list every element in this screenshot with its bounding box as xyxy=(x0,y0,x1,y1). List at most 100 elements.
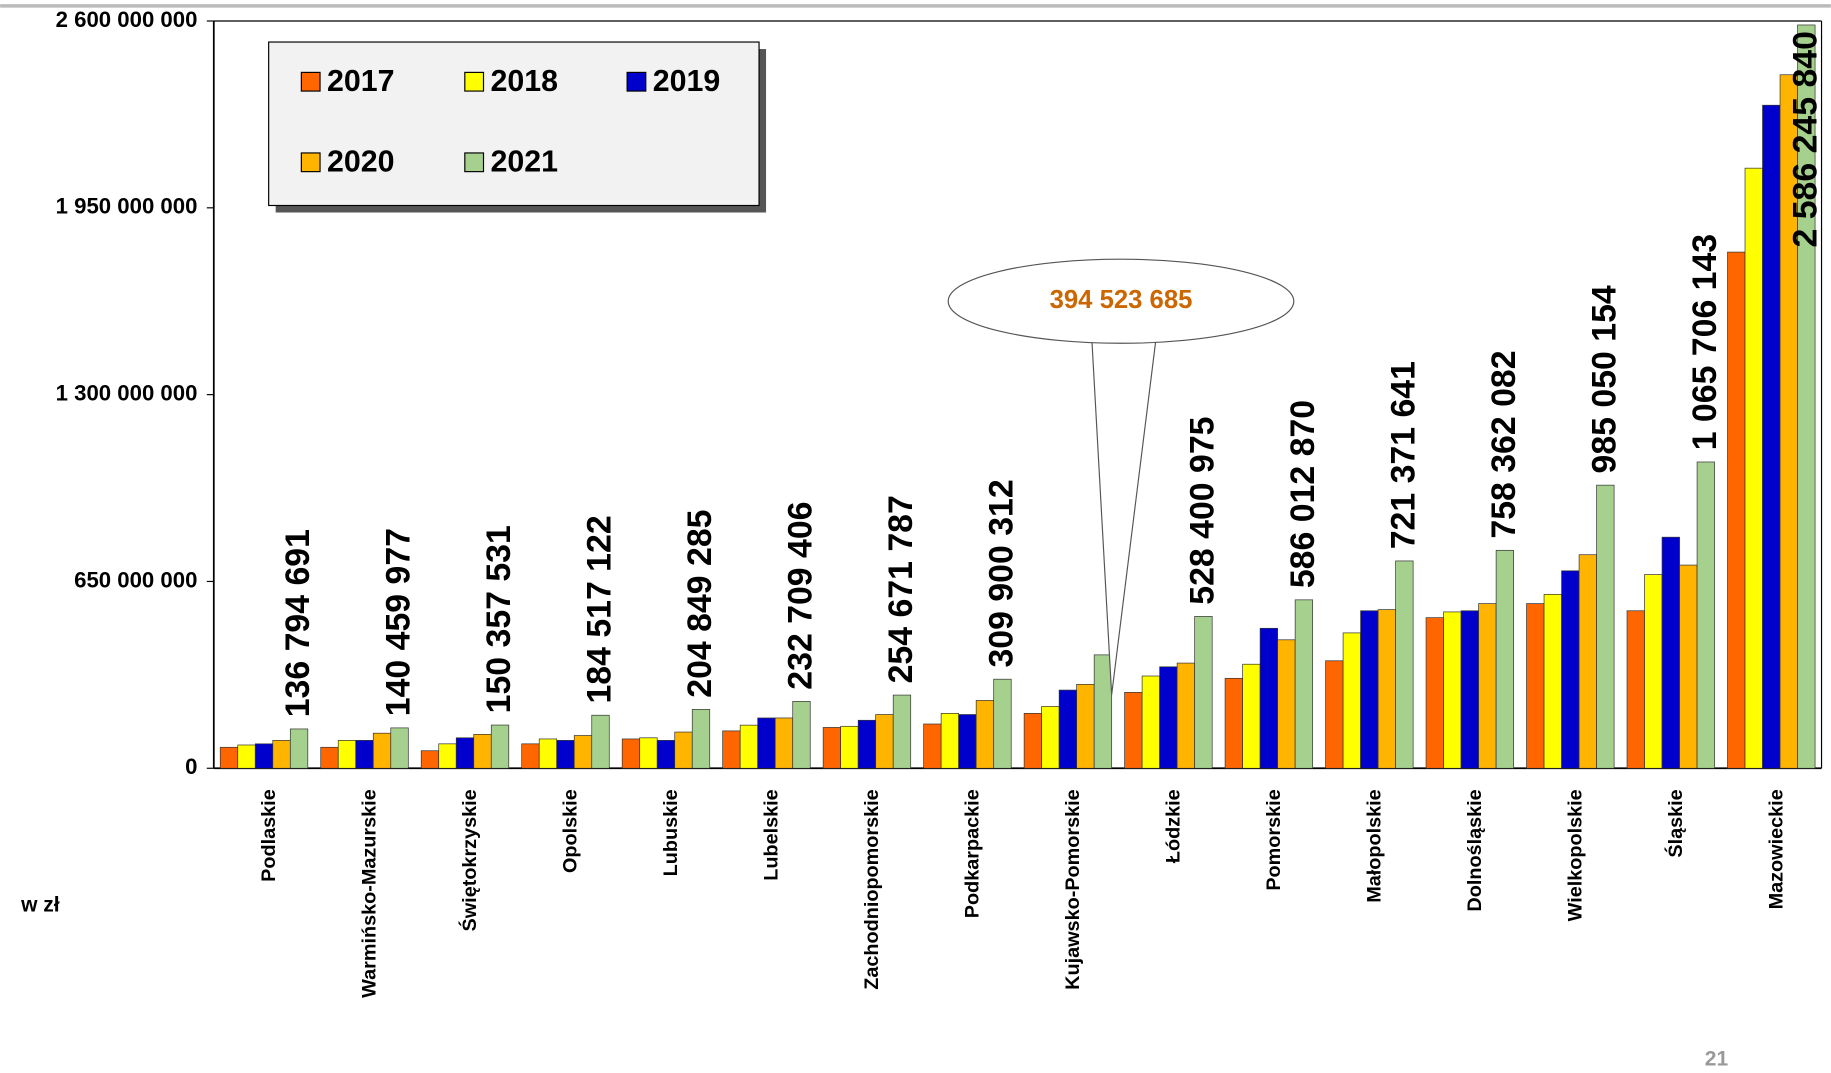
bar xyxy=(958,714,977,769)
legend-swatch xyxy=(300,71,321,92)
bar xyxy=(940,713,960,769)
bar xyxy=(556,740,575,769)
bar xyxy=(892,694,912,769)
bar xyxy=(1626,610,1645,769)
bar xyxy=(390,727,409,769)
bar xyxy=(993,678,1012,769)
data-label: 136 794 691 xyxy=(279,529,317,717)
bar xyxy=(774,717,794,769)
y-tick-label: 1 300 000 000 xyxy=(56,380,198,405)
y-tick-label: 650 000 000 xyxy=(74,567,197,592)
legend-label: 2019 xyxy=(653,65,721,98)
bar xyxy=(656,740,676,769)
bar xyxy=(757,717,776,769)
bar xyxy=(840,725,859,769)
bar xyxy=(1176,662,1196,769)
x-tick-label: Lubuskie xyxy=(660,789,682,876)
callout-bubble xyxy=(947,258,1295,344)
legend xyxy=(268,41,760,207)
bar xyxy=(591,714,610,769)
bar xyxy=(1395,560,1414,769)
y-tick-label: 0 xyxy=(185,754,197,779)
bar xyxy=(1194,616,1213,769)
y-axis-label: w zł xyxy=(20,894,60,917)
legend-label: 2020 xyxy=(327,145,395,178)
bar xyxy=(1727,251,1746,769)
bar xyxy=(792,701,811,769)
bar xyxy=(639,737,658,769)
bar xyxy=(1578,554,1597,769)
x-tick-label: Lubelskie xyxy=(761,789,783,880)
x-tick-label: Śląskie xyxy=(1663,789,1687,857)
bar xyxy=(1041,706,1060,769)
x-tick-label: Świętokrzyskie xyxy=(457,789,481,931)
x-tick-label: Mazowieckie xyxy=(1765,789,1787,909)
bar xyxy=(975,700,995,769)
bar xyxy=(538,738,558,769)
y-tick-label: 2 600 000 000 xyxy=(56,7,198,32)
bar xyxy=(1495,549,1514,769)
bar xyxy=(1093,654,1113,769)
bar xyxy=(1762,104,1781,769)
data-label: 204 849 285 xyxy=(681,509,719,697)
bar xyxy=(219,746,239,769)
bar xyxy=(337,740,357,769)
bar xyxy=(1277,639,1296,769)
bar xyxy=(875,714,894,769)
bar xyxy=(1696,461,1715,769)
data-label: 254 671 787 xyxy=(882,495,920,683)
bar xyxy=(372,732,392,769)
legend-label: 2018 xyxy=(491,65,559,98)
legend-swatch xyxy=(464,71,485,92)
bar xyxy=(1744,167,1763,769)
bar xyxy=(490,724,510,769)
bar xyxy=(674,731,693,769)
bar xyxy=(1797,24,1816,769)
data-label: 586 012 870 xyxy=(1284,400,1322,588)
bar xyxy=(1259,627,1278,769)
bar xyxy=(1478,603,1497,769)
bar xyxy=(573,735,593,769)
bar xyxy=(438,743,457,769)
callout xyxy=(1091,338,1157,695)
data-label: 150 357 531 xyxy=(480,525,518,713)
x-tick-label: Pomorskie xyxy=(1263,789,1285,890)
bar xyxy=(923,723,942,769)
data-label: 309 900 312 xyxy=(983,479,1021,667)
bar xyxy=(1159,666,1178,769)
x-tick-label: Podlaskie xyxy=(258,789,280,882)
x-tick-label: Dolnośląskie xyxy=(1464,789,1486,911)
data-label: 232 709 406 xyxy=(782,501,820,689)
bar xyxy=(1425,617,1444,769)
bar xyxy=(722,730,741,769)
legend-label: 2017 xyxy=(327,65,395,98)
data-label: 140 459 977 xyxy=(380,528,418,716)
bar xyxy=(739,724,759,769)
bar xyxy=(1460,610,1479,769)
x-tick-label: Łódzkie xyxy=(1162,789,1184,863)
bar xyxy=(237,744,256,769)
data-label: 1 065 706 143 xyxy=(1686,234,1724,450)
bar xyxy=(1342,632,1361,769)
bar xyxy=(254,743,274,769)
x-tick-label: Podkarpackie xyxy=(961,789,983,918)
x-tick-label: Opolskie xyxy=(560,789,582,873)
data-label: 528 400 975 xyxy=(1184,417,1222,605)
legend-label: 2021 xyxy=(491,145,559,178)
data-label: 985 050 154 xyxy=(1585,285,1623,473)
page-number: 21 xyxy=(1705,1048,1729,1071)
bar xyxy=(621,738,641,769)
bar xyxy=(857,719,877,769)
data-label: 2 586 245 840 xyxy=(1786,31,1824,247)
bar xyxy=(272,740,291,769)
bar xyxy=(1294,599,1314,769)
bar xyxy=(1561,570,1580,769)
bar xyxy=(355,740,374,769)
x-tick-label: Małopolskie xyxy=(1363,789,1385,903)
x-tick-label: Kujawsko-Pomorskie xyxy=(1062,789,1084,990)
legend-swatch xyxy=(464,152,485,173)
bar xyxy=(521,743,540,769)
bar xyxy=(455,737,475,769)
bar xyxy=(1596,484,1615,769)
